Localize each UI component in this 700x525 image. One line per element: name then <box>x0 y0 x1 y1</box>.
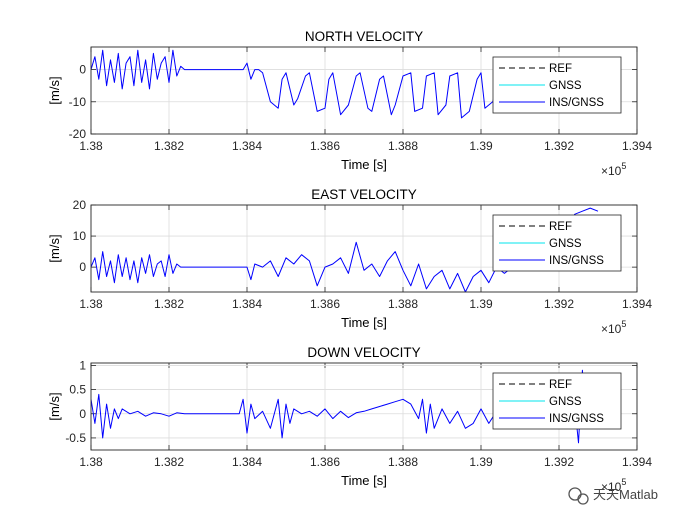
x-tick-label: 1.388 <box>388 455 418 469</box>
x-tick-label: 1.392 <box>544 297 574 311</box>
x-tick-label: 1.392 <box>544 455 574 469</box>
x-exponent-label: ×105 <box>601 477 626 494</box>
x-exponent-label: ×105 <box>601 161 626 178</box>
series-line-ins-gnss <box>91 49 520 119</box>
axes-box <box>90 46 638 135</box>
x-tick-label: 1.382 <box>154 297 184 311</box>
x-tick-label: 1.384 <box>232 455 262 469</box>
chart-title: EAST VELOCITY <box>311 187 417 202</box>
x-tick-label: 1.388 <box>388 139 418 153</box>
x-tick-label: 1.394 <box>622 297 652 311</box>
x-tick-label: 1.39 <box>469 139 493 153</box>
legend-label: INS/GNSS <box>549 97 604 109</box>
watermark: 天天Matlab <box>568 487 658 505</box>
series-line-ins-gnss <box>91 207 599 292</box>
x-tick-label: 1.384 <box>232 297 262 311</box>
legend-label: GNSS <box>549 238 582 250</box>
x-exponent-power: 5 <box>621 161 626 171</box>
x-tick-label: 1.394 <box>622 139 652 153</box>
y-tick-label: -10 <box>69 95 87 109</box>
legend: REF GNSS INS/GNSS <box>492 214 622 272</box>
x-axis-label: Time [s] <box>341 157 387 172</box>
x-tick-label: 1.39 <box>469 455 493 469</box>
y-tick-label: 10 <box>73 229 87 243</box>
x-tick-label: 1.394 <box>622 455 652 469</box>
chart-panel-1: 1.38 1.382 1.384 1.386 1.388 1.39 1.392 1.394 0 -… <box>47 29 652 178</box>
x-exponent-power: 5 <box>621 319 626 329</box>
y-tick-label: 20 <box>73 198 87 212</box>
legend-label: GNSS <box>549 80 582 92</box>
y-tick-label: -20 <box>69 127 87 141</box>
legend-label: REF <box>549 221 572 233</box>
y-tick-label: -0.5 <box>65 431 86 445</box>
y-axis-label: [m/s] <box>47 76 62 104</box>
legend: REF GNSS INS/GNSS <box>492 372 622 430</box>
y-tick-label: 0.5 <box>69 383 86 397</box>
x-exponent-power: 5 <box>621 477 626 487</box>
x-tick-label: 1.388 <box>388 297 418 311</box>
y-tick-label: 0 <box>79 407 86 421</box>
axes-box <box>90 362 638 451</box>
x-exponent-label: ×105 <box>601 319 626 336</box>
chart-panel-2: 1.38 1.382 1.384 1.386 1.388 1.39 1.392 1.394 20… <box>47 187 652 336</box>
x-tick-label: 1.39 <box>469 297 493 311</box>
legend-label: INS/GNSS <box>549 413 604 425</box>
x-tick-label: 1.382 <box>154 139 184 153</box>
x-tick-label: 1.38 <box>79 297 103 311</box>
wechat-icon <box>568 487 582 501</box>
y-tick-label: 0 <box>79 260 86 274</box>
watermark-text: 天天Matlab <box>593 487 658 502</box>
x-tick-label: 1.386 <box>310 297 340 311</box>
chart-title: NORTH VELOCITY <box>305 29 423 44</box>
x-tick-label: 1.386 <box>310 139 340 153</box>
x-tick-label: 1.384 <box>232 139 262 153</box>
x-tick-label: 1.38 <box>79 455 103 469</box>
y-axis-label: [m/s] <box>47 392 62 420</box>
x-axis-label: Time [s] <box>341 315 387 330</box>
chart-title: DOWN VELOCITY <box>307 345 420 360</box>
x-tick-label: 1.382 <box>154 455 184 469</box>
legend-label: REF <box>549 63 572 75</box>
legend-label: REF <box>549 379 572 391</box>
y-tick-label: 1 <box>79 358 86 372</box>
chart-panel-3: 1.38 1.382 1.384 1.386 1.388 1.39 1.392 1.394 1 0… <box>47 345 652 494</box>
legend: REF GNSS INS/GNSS <box>492 56 622 114</box>
x-tick-label: 1.38 <box>79 139 103 153</box>
y-axis-label: [m/s] <box>47 234 62 262</box>
wechat-icon-small <box>577 493 589 505</box>
x-tick-label: 1.386 <box>310 455 340 469</box>
axes-box <box>90 204 638 293</box>
x-tick-label: 1.392 <box>544 139 574 153</box>
legend-label: INS/GNSS <box>549 255 604 267</box>
legend-label: GNSS <box>549 396 582 408</box>
y-tick-label: 0 <box>79 63 86 77</box>
x-axis-label: Time [s] <box>341 473 387 488</box>
